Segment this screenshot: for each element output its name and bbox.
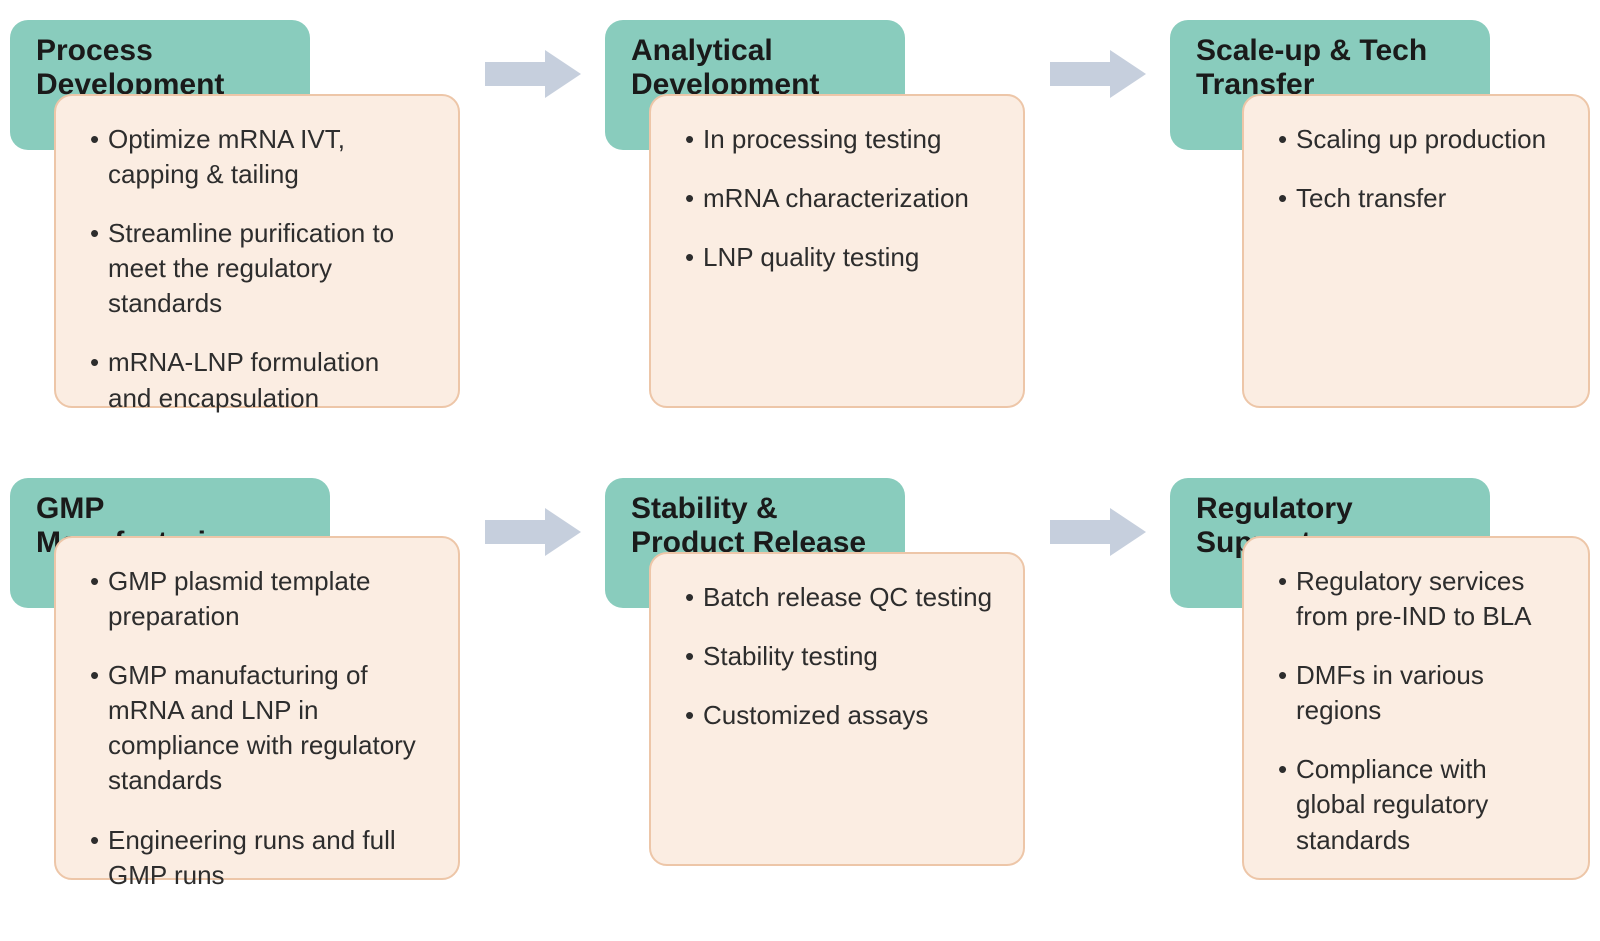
list-item: In processing testing [681, 122, 993, 157]
flow-row-2: GMP Manufacturing GMP plasmid template p… [0, 478, 1600, 880]
list-item: Regulatory services from pre-IND to BLA [1274, 564, 1558, 634]
list-item: Customized assays [681, 698, 993, 733]
flow-arrow-icon [478, 508, 588, 556]
stage-analytical-development: Analytical Development In processing tes… [605, 20, 1025, 408]
stage-title: Stability & Product Release [631, 492, 879, 560]
stage-items: Regulatory services from pre-IND to BLA … [1274, 564, 1558, 858]
list-item: Scaling up production [1274, 122, 1558, 157]
flow-arrow-icon [478, 50, 588, 98]
stage-title: Process Development [36, 34, 284, 102]
flow-arrow-icon [1043, 50, 1153, 98]
stage-body: GMP plasmid template preparation GMP man… [54, 536, 460, 880]
list-item: DMFs in various regions [1274, 658, 1558, 728]
list-item: Batch release QC testing [681, 580, 993, 615]
list-item: Streamline purification to meet the regu… [86, 216, 428, 321]
stage-title: Analytical Development [631, 34, 879, 102]
list-item: GMP plasmid template preparation [86, 564, 428, 634]
list-item: mRNA-LNP formulation and encapsulation [86, 345, 428, 415]
stage-body: Regulatory services from pre-IND to BLA … [1242, 536, 1590, 880]
list-item: Optimize mRNA IVT, capping & tailing [86, 122, 428, 192]
list-item: Compliance with global regulatory standa… [1274, 752, 1558, 857]
list-item: Stability testing [681, 639, 993, 674]
flow-arrow-icon [1043, 508, 1153, 556]
list-item: Engineering runs and full GMP runs [86, 823, 428, 893]
stage-body: Batch release QC testing Stability testi… [649, 552, 1025, 866]
list-item: mRNA characterization [681, 181, 993, 216]
stage-gmp-manufacturing: GMP Manufacturing GMP plasmid template p… [10, 478, 460, 880]
list-item: GMP manufacturing of mRNA and LNP in com… [86, 658, 428, 798]
stage-items: In processing testing mRNA characterizat… [681, 122, 993, 275]
stage-regulatory-support: Regulatory Support Regulatory services f… [1170, 478, 1590, 880]
stage-stability-product-release: Stability & Product Release Batch releas… [605, 478, 1025, 866]
list-item: Tech transfer [1274, 181, 1558, 216]
stage-items: Scaling up production Tech transfer [1274, 122, 1558, 216]
stage-scale-up-tech-transfer: Scale-up & Tech Transfer Scaling up prod… [1170, 20, 1590, 408]
stage-body: Scaling up production Tech transfer [1242, 94, 1590, 408]
stage-items: GMP plasmid template preparation GMP man… [86, 564, 428, 893]
flow-row-1: Process Development Optimize mRNA IVT, c… [0, 20, 1600, 408]
stage-body: Optimize mRNA IVT, capping & tailing Str… [54, 94, 460, 408]
stage-title: Scale-up & Tech Transfer [1196, 34, 1464, 102]
stage-process-development: Process Development Optimize mRNA IVT, c… [10, 20, 460, 408]
stage-items: Batch release QC testing Stability testi… [681, 580, 993, 733]
stage-items: Optimize mRNA IVT, capping & tailing Str… [86, 122, 428, 416]
stage-body: In processing testing mRNA characterizat… [649, 94, 1025, 408]
list-item: LNP quality testing [681, 240, 993, 275]
